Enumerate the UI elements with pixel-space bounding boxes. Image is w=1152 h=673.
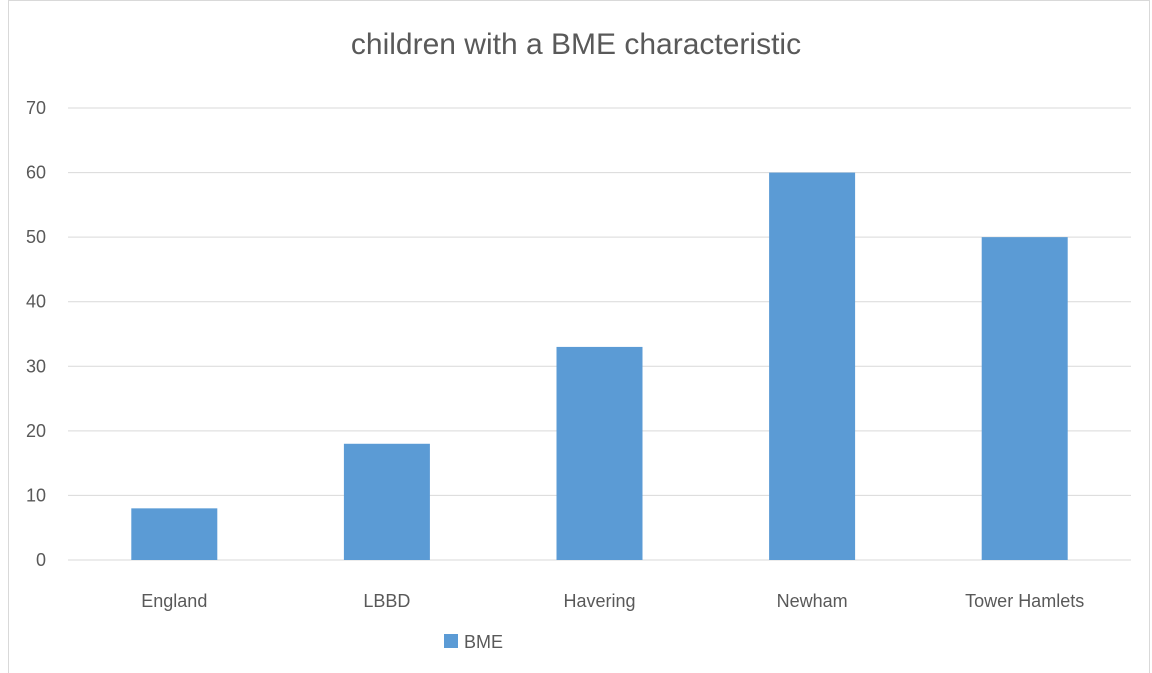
x-tick-label: Newham (777, 591, 848, 611)
bar-tower-hamlets (981, 237, 1068, 560)
y-tick-label: 10 (26, 485, 46, 505)
bars (131, 172, 1068, 561)
x-tick-label: LBBD (363, 591, 410, 611)
y-tick-label: 70 (26, 98, 46, 118)
y-tick-label: 30 (26, 356, 46, 376)
legend: BME (444, 632, 503, 652)
y-axis-ticks: 0 10 20 30 40 50 60 70 (26, 98, 46, 570)
bar-havering (556, 346, 643, 560)
chart-title: children with a BME characteristic (351, 28, 801, 61)
legend-swatch (444, 634, 458, 648)
y-tick-label: 20 (26, 421, 46, 441)
bar-lbbd (343, 443, 430, 560)
x-axis-ticks: England LBBD Havering Newham Tower Hamlets (141, 591, 1084, 611)
chart-frame (8, 0, 1150, 673)
x-tick-label: Havering (563, 591, 635, 611)
x-tick-label: England (141, 591, 207, 611)
y-tick-label: 40 (26, 292, 46, 312)
bar-england (131, 508, 218, 560)
x-tick-label: Tower Hamlets (965, 591, 1084, 611)
y-tick-label: 60 (26, 163, 46, 183)
y-tick-label: 0 (36, 550, 46, 570)
bar-newham (769, 172, 856, 561)
y-tick-label: 50 (26, 227, 46, 247)
legend-label: BME (464, 632, 503, 652)
